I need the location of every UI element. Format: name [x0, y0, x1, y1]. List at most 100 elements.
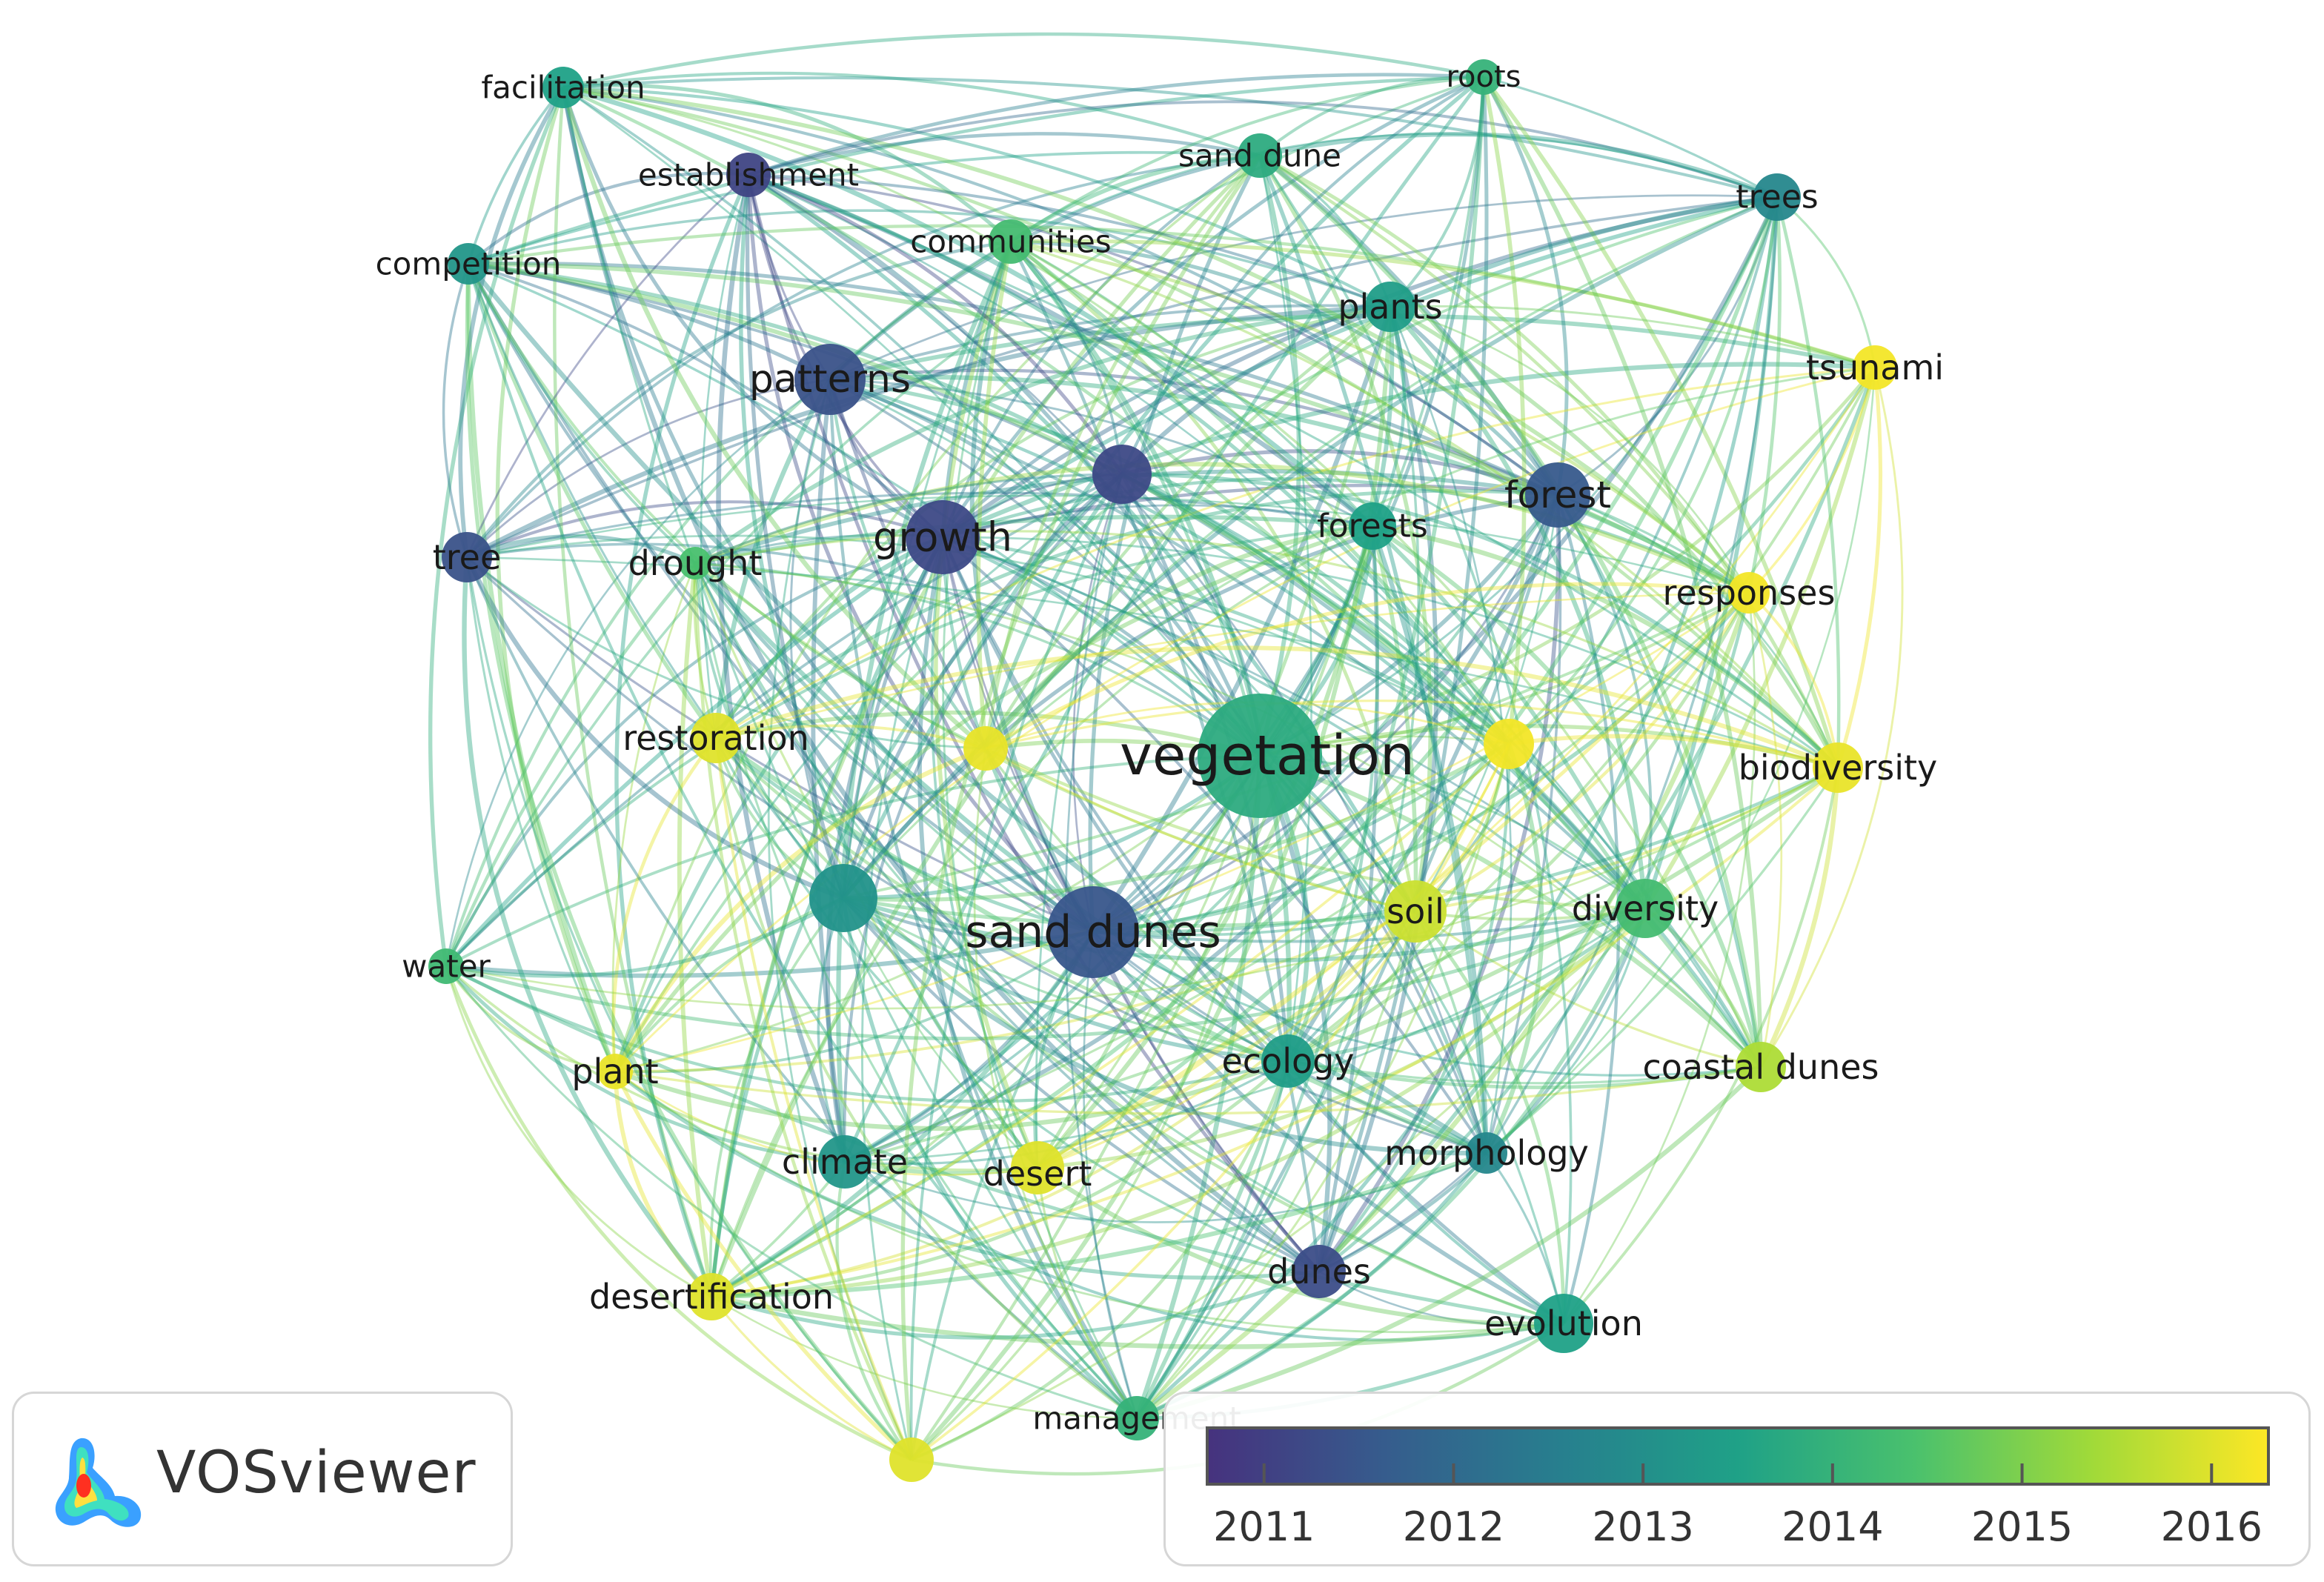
node-label-forest[interactable]: forest — [1504, 473, 1611, 516]
node-desertification[interactable] — [688, 1273, 735, 1320]
node-growth[interactable] — [906, 500, 980, 574]
network-link — [917, 536, 1139, 1420]
node-label-sand-dune[interactable]: sand dune — [1178, 138, 1341, 174]
network-link — [1258, 153, 1763, 1068]
network-link — [445, 525, 1373, 968]
node-label-dunes[interactable]: dunes — [1267, 1252, 1371, 1292]
network-link — [1009, 240, 1647, 910]
node-label-soil[interactable]: soil — [1387, 891, 1444, 931]
node-label-sand-dunes[interactable]: sand dunes — [965, 906, 1221, 958]
network-link — [1389, 305, 1840, 769]
node-morphology[interactable] — [1466, 1132, 1507, 1174]
network-link — [466, 263, 718, 740]
network-link — [467, 86, 565, 265]
node-label-establishment[interactable]: establishment — [638, 157, 859, 193]
node-forest[interactable] — [1525, 462, 1590, 528]
network-link — [984, 582, 1750, 751]
node-label-evolution[interactable]: evolution — [1484, 1303, 1643, 1343]
node-plants[interactable] — [1365, 282, 1415, 332]
node-label-plant[interactable]: plant — [571, 1051, 658, 1091]
node-diversity[interactable] — [1616, 879, 1675, 938]
network-link — [562, 85, 1762, 1068]
color-scale-bar — [1206, 1426, 2270, 1486]
node-label-vegetation[interactable]: vegetation — [1120, 724, 1415, 788]
node-label-trees[interactable]: trees — [1736, 179, 1818, 216]
node-ecology[interactable] — [1261, 1034, 1315, 1088]
node-label-growth[interactable]: growth — [873, 514, 1012, 561]
network-link — [985, 747, 1646, 911]
node-label-diversity[interactable]: diversity — [1572, 888, 1719, 928]
network-link — [613, 524, 1373, 1073]
network-link — [1010, 240, 1374, 528]
network-link — [984, 196, 1778, 750]
node-label-forests[interactable]: forests — [1317, 508, 1428, 545]
node-label-desertification[interactable]: desertification — [589, 1277, 834, 1317]
node-label-desert[interactable]: desert — [983, 1154, 1092, 1194]
node-label-biodiversity[interactable]: biodiversity — [1739, 748, 1938, 788]
node-label-morphology[interactable]: morphology — [1384, 1133, 1589, 1173]
node-restoration[interactable] — [691, 713, 741, 763]
node-label-plants[interactable]: plants — [1338, 287, 1442, 327]
node-vegetation[interactable] — [1198, 694, 1322, 818]
node-label-drought[interactable]: drought — [628, 543, 763, 583]
node-unlabeled[interactable] — [889, 1438, 934, 1482]
network-link — [467, 263, 986, 750]
node-coastal-dunes[interactable] — [1736, 1042, 1786, 1092]
node-label-coastal-dunes[interactable]: coastal dunes — [1643, 1047, 1879, 1087]
network-link — [562, 85, 1750, 595]
node-label-roots[interactable]: roots — [1446, 60, 1521, 94]
network-link — [445, 964, 1564, 1326]
node-water[interactable] — [428, 948, 464, 984]
node-label-tsunami[interactable]: tsunami — [1806, 348, 1944, 388]
network-link — [715, 710, 1261, 758]
network-link — [1083, 931, 1138, 1419]
node-unlabeled[interactable] — [1092, 445, 1152, 504]
node-unlabeled[interactable] — [963, 726, 1008, 771]
node-management[interactable] — [1115, 1396, 1159, 1440]
network-link — [1481, 76, 1569, 496]
node-label-tree[interactable]: tree — [433, 537, 502, 577]
node-label-ecology[interactable]: ecology — [1221, 1041, 1354, 1081]
network-link — [562, 32, 1484, 90]
node-unlabeled[interactable] — [809, 864, 877, 932]
network-link — [739, 174, 1040, 1169]
network-link — [1258, 754, 1489, 1154]
node-responses[interactable] — [1728, 572, 1770, 614]
node-unlabeled[interactable] — [1484, 719, 1534, 769]
node-soil[interactable] — [1384, 880, 1447, 943]
node-label-communities[interactable]: communities — [910, 224, 1111, 260]
node-climate[interactable] — [818, 1135, 872, 1189]
node-label-responses[interactable]: responses — [1663, 573, 1836, 613]
node-drought[interactable] — [679, 547, 711, 579]
network-link — [1485, 494, 1562, 1154]
network-link — [1481, 76, 1527, 745]
node-trees[interactable] — [1753, 173, 1801, 221]
node-desert[interactable] — [1011, 1141, 1064, 1194]
node-label-climate[interactable]: climate — [782, 1142, 908, 1182]
node-sand-dune[interactable] — [1238, 133, 1282, 178]
node-plant[interactable] — [597, 1054, 633, 1089]
node-communities[interactable] — [989, 219, 1033, 264]
network-link — [694, 473, 1123, 565]
node-forests[interactable] — [1349, 502, 1396, 550]
node-label-facilitation[interactable]: facilitation — [481, 70, 645, 106]
network-link — [976, 241, 1013, 749]
network-link — [614, 931, 1095, 1074]
node-evolution[interactable] — [1534, 1294, 1593, 1353]
node-competition[interactable] — [448, 243, 489, 285]
node-roots[interactable] — [1466, 59, 1501, 95]
node-patterns[interactable] — [794, 344, 866, 415]
node-establishment[interactable] — [726, 153, 771, 197]
network-link — [941, 536, 1289, 1063]
node-label-competition[interactable]: competition — [376, 246, 562, 282]
node-facilitation[interactable] — [542, 67, 584, 108]
node-biodiversity[interactable] — [1813, 742, 1863, 793]
node-tree[interactable] — [442, 532, 492, 582]
node-sand-dunes[interactable] — [1047, 886, 1139, 978]
node-tsunami[interactable] — [1853, 345, 1897, 390]
node-dunes[interactable] — [1292, 1245, 1346, 1298]
node-label-patterns[interactable]: patterns — [749, 357, 911, 402]
node-label-restoration[interactable]: restoration — [622, 718, 809, 758]
node-label-water[interactable]: water — [402, 948, 491, 985]
